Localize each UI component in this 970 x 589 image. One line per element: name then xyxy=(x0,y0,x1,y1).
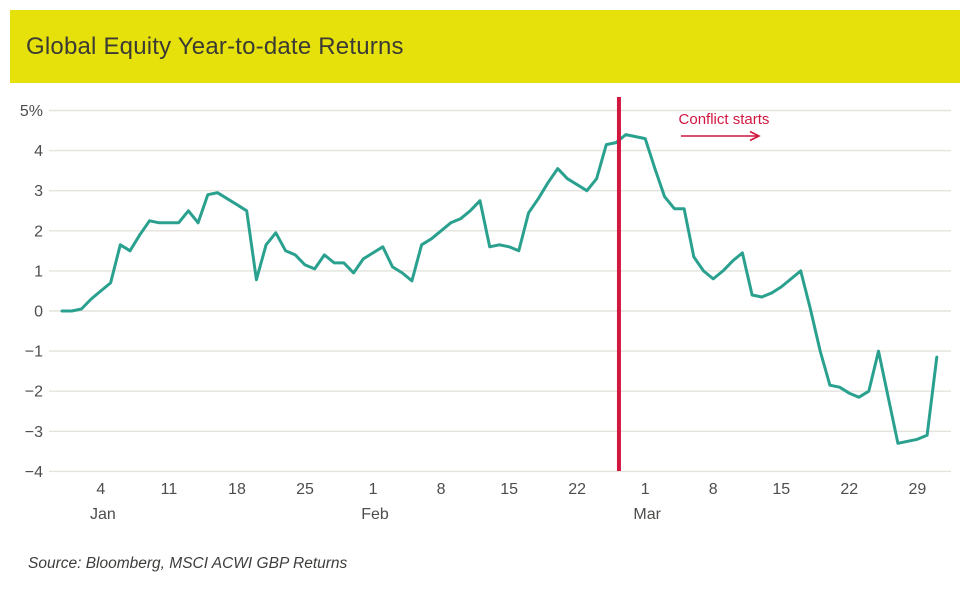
y-tick-label: 3 xyxy=(34,183,43,200)
x-tick-label: 8 xyxy=(709,481,718,498)
x-tick-label: 25 xyxy=(296,481,314,498)
x-tick-label: 22 xyxy=(840,481,858,498)
returns-line xyxy=(60,133,939,445)
y-tick-label: 4 xyxy=(34,143,43,160)
month-label: Jan xyxy=(90,506,116,523)
page-title: Global Equity Year-to-date Returns xyxy=(26,32,404,60)
x-tick-label: 4 xyxy=(96,481,105,498)
x-tick-label: 1 xyxy=(641,481,650,498)
y-tick-label: 1 xyxy=(34,263,43,280)
y-tick-label: 0 xyxy=(34,304,43,321)
conflict-arrowhead-icon xyxy=(749,130,761,142)
y-tick-label: −4 xyxy=(25,464,43,481)
x-tick-label: 8 xyxy=(437,481,446,498)
x-tick-label: 15 xyxy=(772,481,790,498)
x-tick-label: 11 xyxy=(161,481,178,498)
month-label: Feb xyxy=(361,506,389,523)
month-label: Mar xyxy=(633,506,661,523)
x-tick-label: 1 xyxy=(369,481,378,498)
y-tick-label: −1 xyxy=(25,344,43,361)
x-tick-label: 29 xyxy=(908,481,926,498)
x-tick-label: 22 xyxy=(568,481,586,498)
y-tick-label: −3 xyxy=(25,424,43,441)
y-tick-label: 5% xyxy=(20,103,43,120)
x-tick-label: 18 xyxy=(228,481,246,498)
conflict-label: Conflict starts xyxy=(679,111,770,128)
source-note: Source: Bloomberg, MSCI ACWI GBP Returns xyxy=(28,555,348,572)
y-tick-label: 2 xyxy=(34,223,43,240)
y-tick-label: −2 xyxy=(25,384,43,401)
x-tick-label: 15 xyxy=(500,481,518,498)
title-banner: Global Equity Year-to-date Returns xyxy=(10,10,960,83)
